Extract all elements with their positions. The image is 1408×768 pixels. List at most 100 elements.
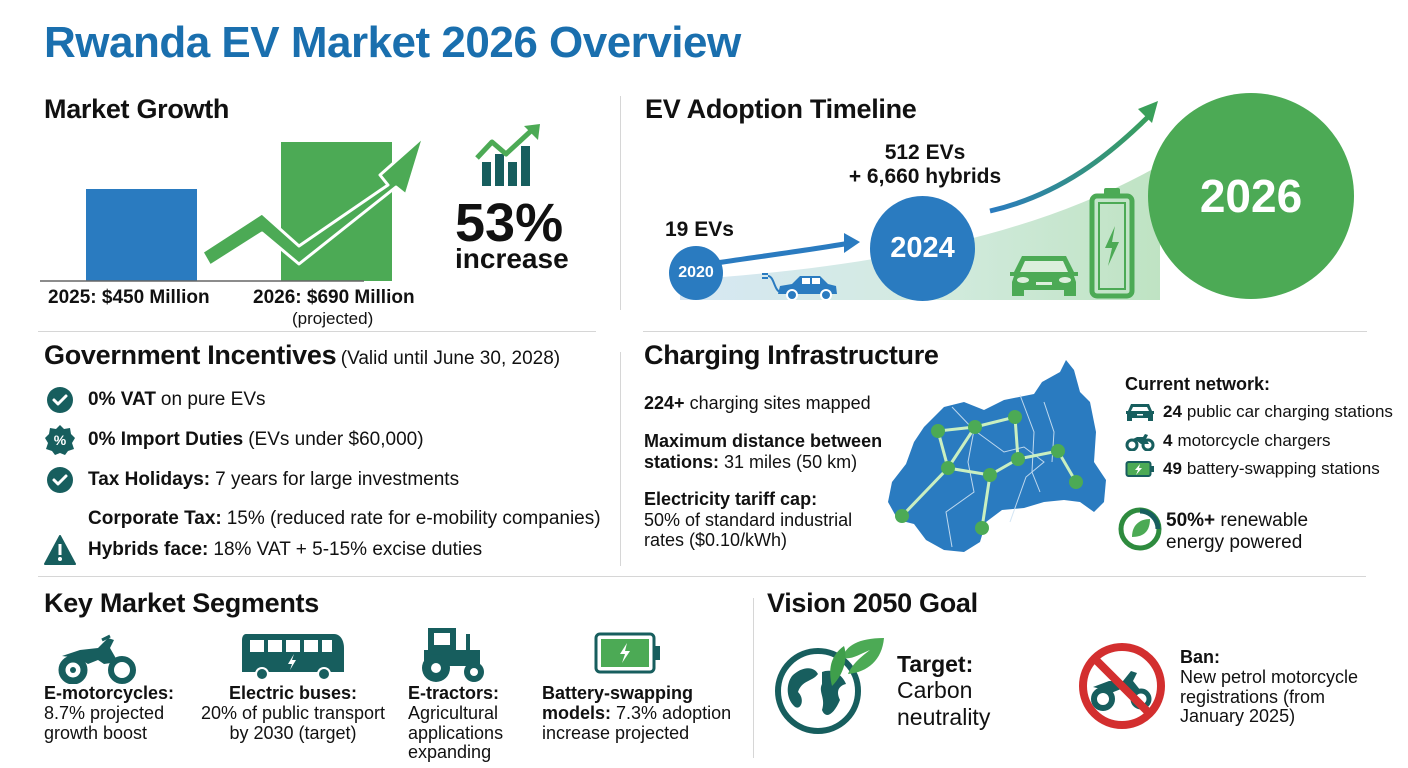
charging-sites: 224+ charging sites mapped (644, 393, 871, 414)
incentive-item: Tax Holidays: 7 years for large investme… (44, 464, 459, 496)
segment-e-tractors: E-tractors: Agricultural applications ex… (408, 622, 503, 763)
check-circle-icon (44, 384, 76, 416)
segment-title-2: models: (542, 702, 612, 723)
incentives-validity: (Valid until June 30, 2028) (340, 348, 561, 369)
renewable-percent: 50%+ (1166, 510, 1216, 531)
incentives-heading: Government Incentives (44, 340, 337, 370)
segment-title: E-tractors: (408, 683, 500, 703)
incentive-text: 18% VAT + 5-15% excise duties (213, 539, 483, 560)
ev-car-plug-icon (762, 273, 837, 301)
incentive-bold: Tax Holidays: (88, 469, 211, 490)
divider-vertical-bottom (753, 598, 754, 758)
charging-sites-count: 224+ (644, 393, 685, 413)
distance-label-2: stations: (644, 451, 720, 472)
divider-left-1 (38, 331, 596, 332)
timeline-label-2024-evs: 512 EVs (884, 141, 966, 164)
segment-line: increase projected (542, 722, 690, 743)
bar-label-2026: 2026: $690 Million (253, 287, 415, 308)
network-text: public car charging stations (1186, 402, 1393, 421)
incentive-text: (EVs under $60,000) (248, 429, 424, 450)
bar-label-2025: 2025: $450 Million (48, 287, 210, 308)
check-circle-icon (44, 464, 76, 496)
incentive-text: on pure EVs (160, 389, 266, 410)
segment-line: 20% of public transport (200, 702, 386, 723)
incentive-text: 7 years for large investments (215, 469, 460, 490)
segment-electric-buses: Electric buses: 20% of public transport … (193, 622, 393, 743)
network-item: 24 public car charging stations (1125, 402, 1393, 422)
network-text: battery-swapping stations (1186, 459, 1380, 478)
svg-text:%: % (54, 432, 67, 448)
timeline-circle-2024: 2024 (870, 196, 975, 301)
vision-target: Target: Carbon neutrality (897, 651, 990, 730)
car-icon (1125, 402, 1155, 422)
tariff-line-1: 50% of standard industrial (644, 509, 853, 530)
timeline-heading: EV Adoption Timeline (645, 94, 917, 124)
bar-sublabel-2026: (projected) (292, 309, 374, 328)
charging-distance: Maximum distance between stations: 31 mi… (644, 431, 882, 472)
incentive-item: % 0% Import Duties (EVs under $60,000) (44, 424, 424, 456)
no-motorcycle-icon (1079, 643, 1165, 729)
network-count: 49 (1163, 459, 1182, 478)
car-front-icon (1010, 256, 1078, 296)
charging-sites-text: charging sites mapped (689, 393, 871, 413)
electric-bus-icon (242, 634, 344, 681)
motorcycle-icon (58, 634, 136, 684)
vision-ban: Ban: New petrol motorcycle registrations… (1180, 647, 1359, 727)
ban-line-2: registrations (from (1180, 686, 1326, 707)
target-label: Target: (897, 651, 974, 677)
segment-line: applications (408, 722, 504, 743)
warning-icon (44, 534, 76, 566)
segment-line: Agricultural (408, 702, 499, 723)
segment-line: 8.7% projected (44, 702, 165, 723)
timeline-circle-2026: 2026 (1148, 93, 1354, 299)
network-item: 4 motorcycle chargers (1125, 431, 1331, 451)
segment-line: expanding (408, 742, 492, 763)
growth-chart-icon (475, 124, 540, 186)
tariff-line-2: rates ($0.10/kWh) (644, 530, 788, 551)
battery-charging-icon (594, 632, 660, 674)
page-title: Rwanda EV Market 2026 Overview (44, 18, 741, 67)
renewable-text: 50%+ renewable energy powered (1166, 510, 1308, 554)
timeline-label-2024: 512 EVs + 6,660 hybrids (845, 141, 1005, 189)
renewable-line-2: energy powered (1166, 531, 1303, 553)
divider-vertical-mid (620, 352, 621, 566)
bar-2025 (86, 189, 197, 281)
tractor-icon (422, 628, 484, 682)
blank-icon-spacer (44, 503, 76, 535)
ban-label: Ban: (1180, 647, 1220, 667)
segment-title: E-motorcycles: (44, 683, 175, 703)
renewable-leaf-icon (1118, 507, 1162, 551)
network-item: 49 battery-swapping stations (1125, 459, 1380, 479)
tariff-label: Electricity tariff cap: (644, 489, 818, 509)
increase-value: 53% (455, 193, 564, 253)
network-count: 4 (1163, 431, 1173, 450)
network-count: 24 (1163, 402, 1182, 421)
timeline-label-2020: 19 EVs (665, 218, 734, 241)
charging-heading: Charging Infrastructure (644, 340, 939, 370)
increase-label: increase (455, 243, 569, 274)
battery-icon (1125, 460, 1155, 478)
incentive-item: Corporate Tax: 15% (reduced rate for e-m… (44, 503, 601, 535)
vision-heading: Vision 2050 Goal (767, 588, 978, 618)
timeline-label-2024-hybrids: + 6,660 hybrids (848, 165, 1002, 189)
network-heading: Current network: (1125, 374, 1271, 394)
incentive-text: 15% (reduced rate for e-mobility compani… (226, 508, 601, 529)
ban-line-1: New petrol motorcycle (1180, 666, 1359, 687)
market-growth-heading: Market Growth (44, 94, 230, 124)
segment-line: by 2030 (target) (229, 722, 357, 743)
incentive-bold: 0% VAT (88, 389, 156, 410)
timeline-circle-2020: 2020 (669, 246, 723, 300)
incentive-bold: Hybrids face: (88, 539, 209, 560)
incentive-item: 0% VAT on pure EVs (44, 384, 266, 416)
growth-arrow-icon (200, 134, 426, 268)
incentive-item: Hybrids face: 18% VAT + 5-15% excise dut… (44, 534, 482, 566)
incentive-bold: Corporate Tax: (88, 508, 222, 529)
market-growth-chart (40, 134, 426, 282)
segment-title: Electric buses: (228, 683, 358, 703)
network-text: motorcycle chargers (1177, 431, 1331, 450)
incentive-bold: 0% Import Duties (88, 429, 244, 450)
segments-heading: Key Market Segments (44, 588, 319, 618)
divider-vertical-top (620, 96, 621, 310)
renewable-line-1: renewable (1220, 510, 1309, 531)
globe-leaf-icon (775, 638, 884, 734)
